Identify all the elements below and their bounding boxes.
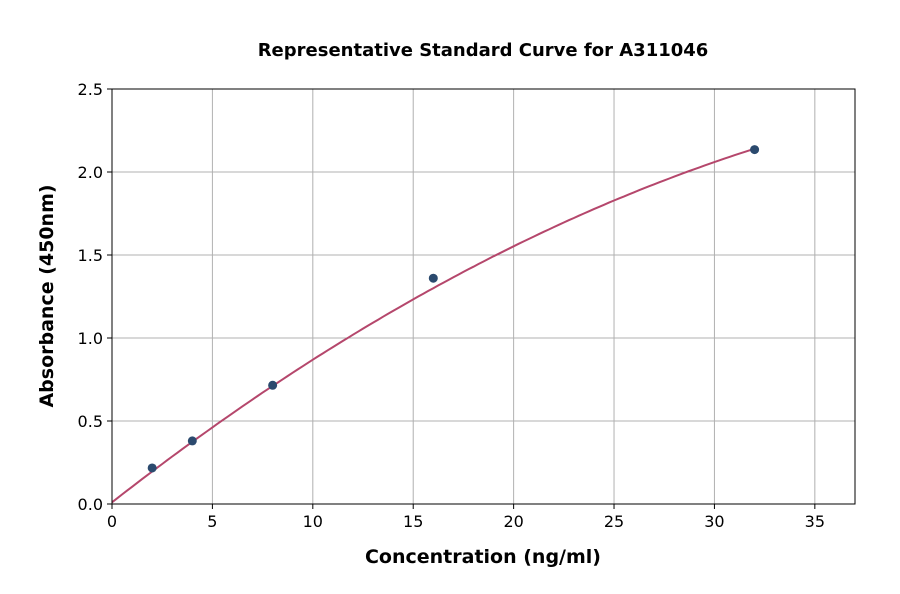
y-tick-label: 0.0 bbox=[78, 495, 103, 514]
data-point bbox=[268, 380, 278, 390]
y-axis-label: Absorbance (450nm) bbox=[36, 184, 58, 407]
chart-title: Representative Standard Curve for A31104… bbox=[258, 40, 709, 61]
fit-curve bbox=[111, 147, 755, 504]
data-points bbox=[147, 145, 760, 473]
x-tick-label: 25 bbox=[604, 512, 624, 531]
data-point bbox=[428, 273, 438, 283]
data-point bbox=[750, 145, 760, 155]
y-tick-label: 0.5 bbox=[78, 412, 103, 431]
x-tick-label: 20 bbox=[503, 512, 523, 531]
x-tick-label: 35 bbox=[805, 512, 825, 531]
y-axis-ticks: 0.0 0.5 1.0 1.5 2.0 2.5 bbox=[78, 80, 112, 514]
y-tick-label: 1.0 bbox=[78, 329, 103, 348]
x-tick-label: 30 bbox=[704, 512, 724, 531]
x-axis-label: Concentration (ng/ml) bbox=[365, 546, 601, 568]
x-tick-label: 0 bbox=[107, 512, 117, 531]
y-tick-label: 2.5 bbox=[78, 80, 103, 99]
plot-frame bbox=[111, 88, 856, 505]
data-point bbox=[187, 436, 197, 446]
x-axis-ticks: 0 5 10 15 20 25 30 35 bbox=[107, 504, 825, 531]
x-tick-label: 10 bbox=[303, 512, 323, 531]
y-tick-label: 1.5 bbox=[78, 246, 103, 265]
y-tick-label: 2.0 bbox=[78, 163, 103, 182]
x-tick-label: 15 bbox=[403, 512, 423, 531]
data-point bbox=[147, 463, 157, 473]
x-tick-label: 5 bbox=[207, 512, 217, 531]
